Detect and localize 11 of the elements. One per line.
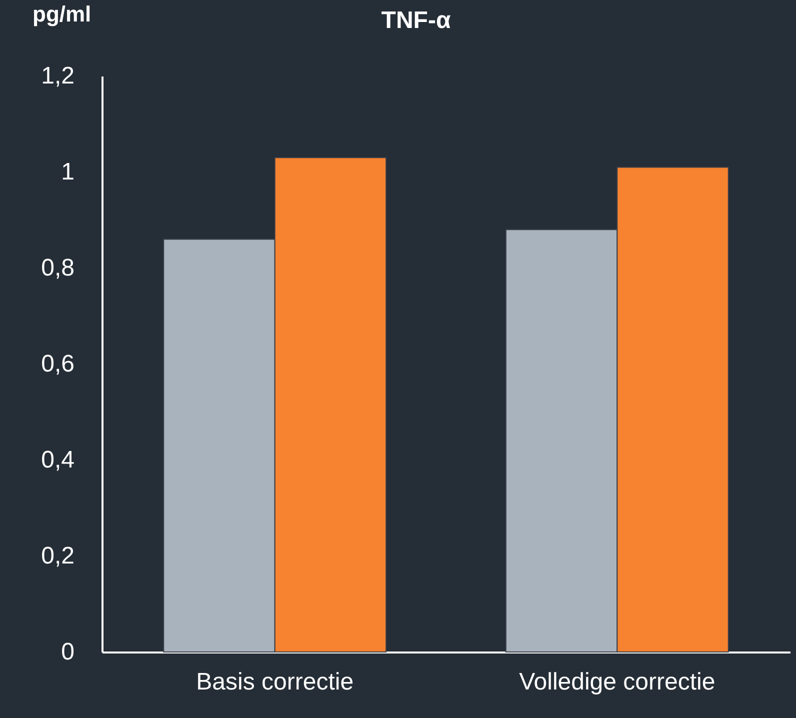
chart-title: TNF-α xyxy=(381,7,451,34)
y-tick-label: 1,2 xyxy=(41,62,74,90)
x-tick-label: Volledige correctie xyxy=(519,668,716,696)
y-tick-label: 0,8 xyxy=(41,254,74,282)
y-tick-label: 0,2 xyxy=(41,542,74,570)
y-tick-label: 0 xyxy=(61,638,74,666)
y-tick-label: 0,6 xyxy=(41,350,74,378)
y-tick-label: 1 xyxy=(61,158,74,186)
y-axis-title: pg/ml xyxy=(32,2,92,26)
x-tick-label: Basis correctie xyxy=(196,668,354,696)
y-tick-label: 0,4 xyxy=(41,446,74,474)
